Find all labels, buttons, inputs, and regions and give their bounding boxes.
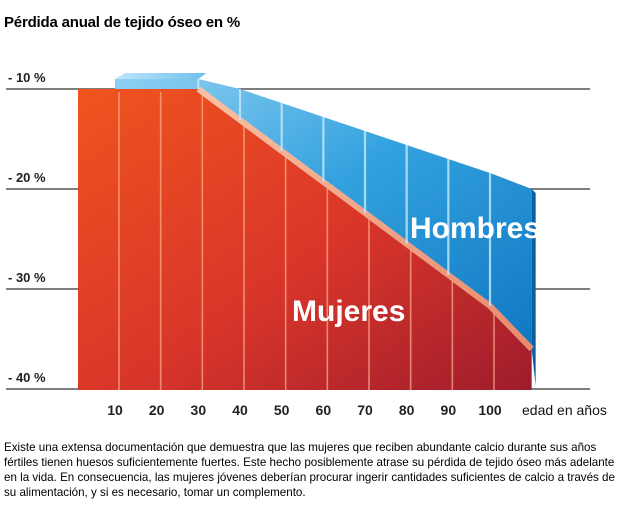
x-tick-label: 30: [191, 402, 207, 418]
x-tick-label: 100: [478, 402, 502, 418]
x-tick-label: 70: [357, 402, 373, 418]
x-tick-label: 90: [441, 402, 457, 418]
series-top-hombres: [115, 73, 207, 79]
series-label-mujeres: Mujeres: [292, 295, 405, 328]
series-label-hombres: Hombres: [410, 212, 540, 245]
x-tick-label: 80: [399, 402, 415, 418]
caption-text: Existe una extensa documentación que dem…: [4, 441, 615, 499]
bone-loss-chart: 10 20 30 40 50 60 70 80 90 100 edad en años - 10 %…: [6, 70, 607, 418]
x-tick-label: 40: [232, 402, 248, 418]
x-tick-label: 60: [316, 402, 332, 418]
x-tick-label: 10: [107, 402, 123, 418]
series-area-mujeres: [78, 89, 532, 390]
x-tick-label: 20: [149, 402, 165, 418]
y-tick-label: - 20 %: [8, 170, 46, 185]
y-tick-label: - 40 %: [8, 370, 46, 385]
y-tick-label: - 30 %: [8, 270, 46, 285]
y-tick-label: - 10 %: [8, 70, 46, 85]
chart-title: Pérdida anual de tejido óseo en %: [4, 14, 240, 31]
x-axis-label: edad en años: [522, 402, 607, 418]
x-tick-label: 50: [274, 402, 290, 418]
series-side-hombres: [531, 189, 536, 386]
